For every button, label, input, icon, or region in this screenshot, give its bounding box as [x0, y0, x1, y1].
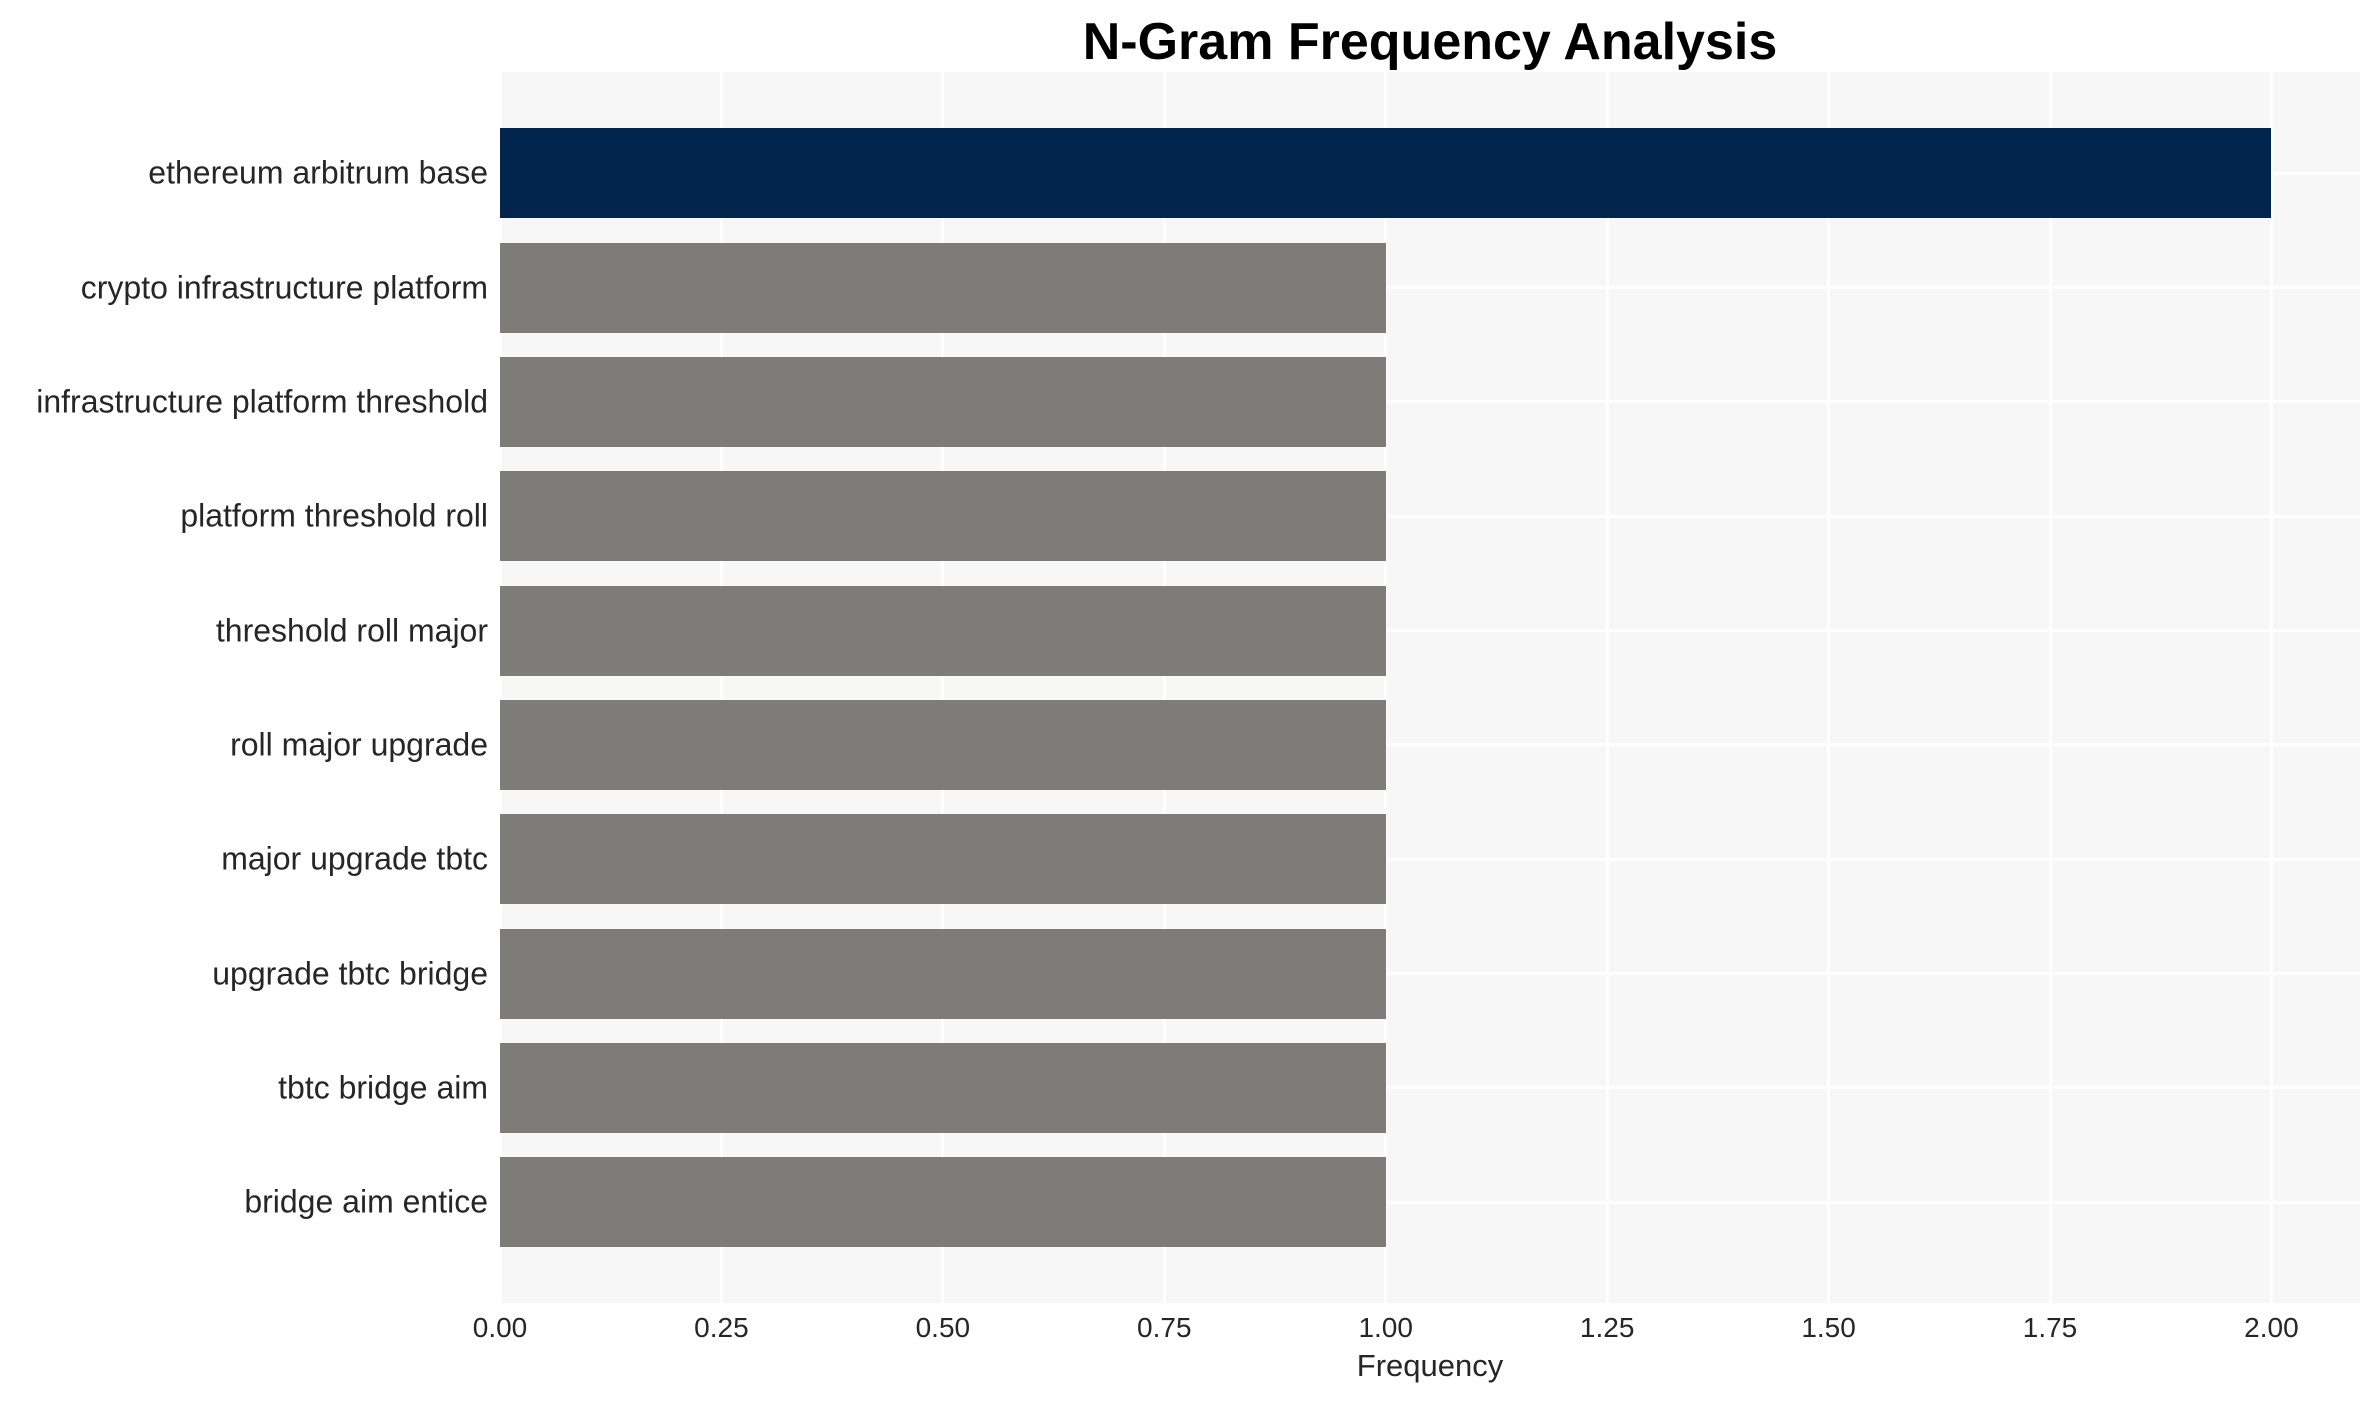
y-tick-label: upgrade tbtc bridge — [212, 955, 488, 992]
y-tick-label: threshold roll major — [215, 612, 488, 649]
x-tick-label: 1.50 — [1801, 1312, 1856, 1343]
x-gridline — [941, 72, 945, 1303]
bar — [500, 242, 1386, 333]
y-gridline — [500, 629, 2360, 633]
bar — [500, 356, 1386, 447]
x-tick-label: 1.25 — [1579, 1312, 1635, 1343]
plot-area — [498, 72, 2360, 1303]
y-tick-label: ethereum arbitrum base — [148, 154, 488, 191]
x-tick-label: 1.75 — [2022, 1312, 2078, 1343]
x-gridline — [2269, 72, 2273, 1303]
y-gridline — [500, 1200, 2360, 1204]
y-gridline — [500, 286, 2360, 290]
x-tick-label: 0.50 — [915, 1312, 971, 1343]
y-tick-label: tbtc bridge aim — [278, 1069, 488, 1106]
bar — [500, 471, 1386, 562]
bar — [500, 928, 1386, 1019]
bar — [500, 814, 1386, 905]
chart-title: N-Gram Frequency Analysis — [1082, 13, 1778, 71]
x-gridline — [2048, 72, 2052, 1303]
y-gridline — [500, 1086, 2360, 1090]
x-tick-label: 1.00 — [1358, 1312, 1413, 1343]
x-tick-label: 2.00 — [2244, 1312, 2299, 1343]
x-gridline — [1162, 72, 1166, 1303]
y-gridline — [500, 972, 2360, 976]
bar — [500, 1157, 1386, 1248]
x-gridline — [1605, 72, 1609, 1303]
x-gridline — [719, 72, 723, 1303]
bar — [500, 1042, 1386, 1133]
y-tick-label: major upgrade tbtc — [221, 840, 488, 877]
y-gridline — [500, 857, 2360, 861]
bar — [500, 699, 1386, 790]
bar — [500, 585, 1386, 676]
x-tick-label: 0.75 — [1137, 1312, 1192, 1343]
y-gridline — [500, 400, 2360, 404]
x-axis-label: Frequency — [1356, 1348, 1504, 1383]
bar — [500, 128, 2272, 219]
x-gridline — [498, 72, 502, 1303]
x-tick-label: 0.00 — [472, 1312, 528, 1343]
y-tick-label: infrastructure platform threshold — [36, 383, 488, 420]
y-tick-label: bridge aim entice — [244, 1183, 488, 1220]
y-gridline — [500, 743, 2360, 747]
y-gridline — [500, 514, 2360, 518]
y-tick-label: crypto infrastructure platform — [80, 269, 488, 306]
x-gridline — [1827, 72, 1831, 1303]
x-gridline — [1384, 72, 1388, 1303]
x-tick-label: 0.25 — [694, 1312, 749, 1343]
y-tick-label: roll major upgrade — [230, 726, 488, 763]
y-tick-label: platform threshold roll — [180, 497, 488, 534]
